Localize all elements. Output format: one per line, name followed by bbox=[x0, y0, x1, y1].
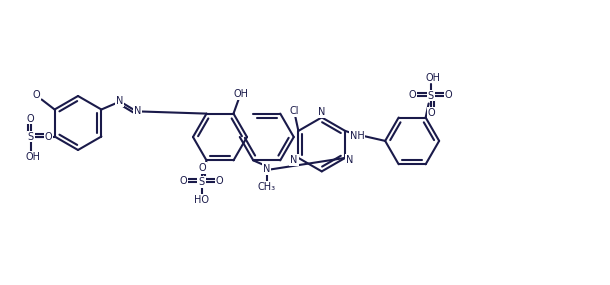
Text: O: O bbox=[445, 89, 453, 99]
Text: O: O bbox=[27, 113, 34, 123]
Text: O: O bbox=[45, 131, 52, 141]
Text: S: S bbox=[198, 177, 204, 187]
Text: N: N bbox=[263, 164, 270, 174]
Text: S: S bbox=[428, 91, 434, 101]
Text: HO: HO bbox=[194, 196, 209, 205]
Text: O: O bbox=[409, 89, 417, 99]
Text: O: O bbox=[33, 89, 40, 99]
Text: O: O bbox=[199, 163, 206, 173]
Text: N: N bbox=[134, 107, 141, 117]
Text: OH: OH bbox=[425, 72, 440, 83]
Text: OH: OH bbox=[25, 152, 40, 162]
Text: N: N bbox=[318, 107, 326, 117]
Text: OH: OH bbox=[234, 89, 249, 99]
Text: N: N bbox=[116, 97, 123, 107]
Text: O: O bbox=[180, 176, 187, 186]
Text: N: N bbox=[346, 155, 353, 165]
Text: NH: NH bbox=[350, 131, 365, 141]
Text: N: N bbox=[290, 155, 298, 165]
Text: N: N bbox=[134, 107, 141, 117]
Text: Cl: Cl bbox=[290, 106, 299, 116]
Text: O: O bbox=[428, 107, 436, 117]
Text: CH₃: CH₃ bbox=[257, 182, 276, 192]
Text: S: S bbox=[27, 131, 34, 141]
Text: O: O bbox=[216, 176, 223, 186]
